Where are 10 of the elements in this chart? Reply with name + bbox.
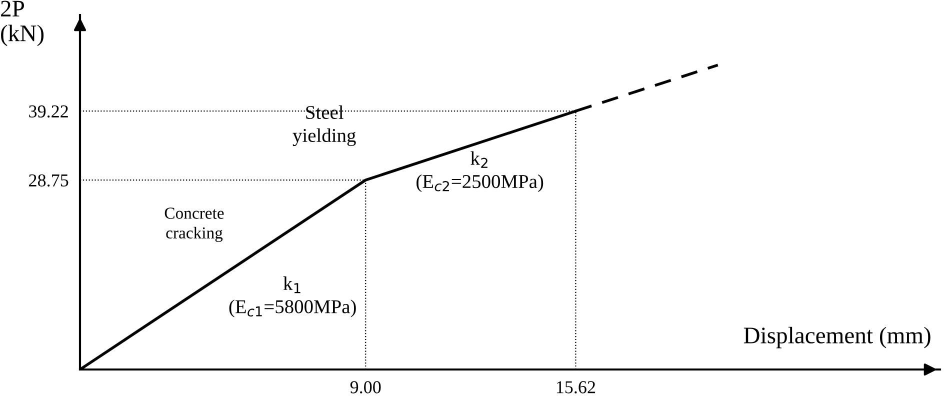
x-tick-label: 15.62 xyxy=(556,381,596,394)
y-tick-label: 28.75 xyxy=(29,174,68,187)
annotation: Concrete cracking xyxy=(164,208,224,242)
annotation: Steel yielding xyxy=(292,105,356,146)
x-tick-label: 9.00 xyxy=(350,381,381,394)
y-axis-title: 2P (kN) xyxy=(1,0,44,46)
y-tick-label: 39.22 xyxy=(29,105,68,118)
x-axis-title: Displacement (mm) xyxy=(744,326,930,348)
text: k$_{1}$ (E$_{c1}$=5800MPa) xyxy=(229,276,356,318)
text: k$_{2}$ (E$_{c2}$=2500MPa) xyxy=(416,151,544,192)
